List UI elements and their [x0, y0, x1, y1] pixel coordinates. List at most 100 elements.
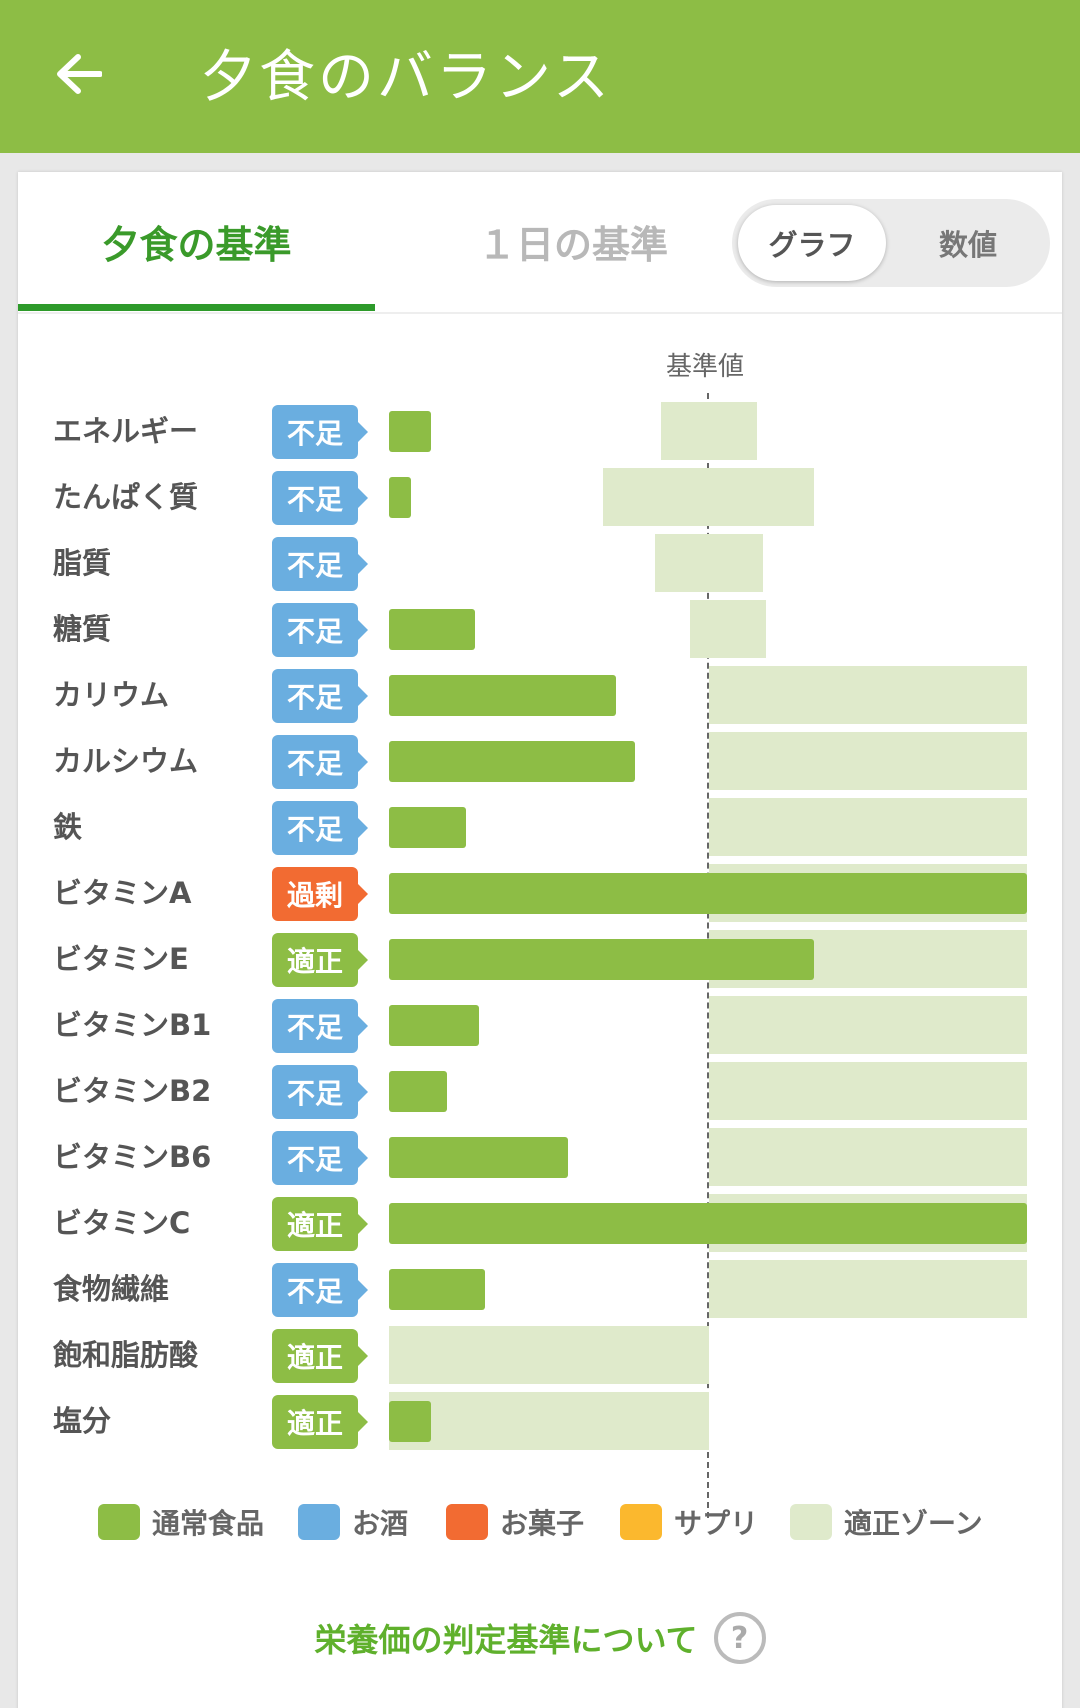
proper-zone	[709, 996, 1027, 1054]
intake-bar	[389, 873, 1027, 914]
nutrient-row: カルシウム 不足	[18, 728, 1062, 794]
intake-bar	[389, 1137, 569, 1178]
toggle-numeric-button[interactable]: 数値	[938, 228, 997, 262]
intake-bar	[389, 1401, 431, 1442]
view-toggle: グラフ 数値	[732, 199, 1050, 287]
legend-item-snacks: お菓子	[446, 1492, 584, 1552]
nutrient-row: ビタミンE 適正	[18, 926, 1062, 992]
nutrient-name: ビタミンB6	[53, 1140, 212, 1174]
nutrient-row: 鉄 不足	[18, 794, 1062, 860]
nutrient-name: たんぱく質	[53, 480, 199, 514]
nutrient-row: ビタミンB6 不足	[18, 1124, 1062, 1190]
nutrient-name: 食物繊維	[53, 1272, 170, 1306]
status-badge: 不足	[272, 669, 368, 723]
status-badge: 不足	[272, 537, 368, 591]
nutrient-row: たんぱく質 不足	[18, 464, 1062, 530]
status-badge: 適正	[272, 1329, 368, 1383]
legend-label: サプリ	[674, 1507, 759, 1540]
nutrient-row: ビタミンB1 不足	[18, 992, 1062, 1058]
nutrient-name: ビタミンC	[53, 1206, 191, 1240]
status-badge: 適正	[272, 933, 368, 987]
intake-bar	[389, 741, 636, 782]
nutrient-row: カリウム 不足	[18, 662, 1062, 728]
status-badge: 不足	[272, 1065, 368, 1119]
question-circle-icon[interactable]: ?	[713, 1612, 766, 1664]
status-badge: 不足	[272, 1131, 368, 1185]
intake-bar	[389, 675, 617, 716]
nutrient-row: エネルギー 不足	[18, 398, 1062, 464]
nutrient-row: ビタミンB2 不足	[18, 1058, 1062, 1124]
tab-dinner-standard[interactable]: 夕食の基準	[101, 222, 292, 267]
status-badge: 不足	[272, 801, 368, 855]
proper-zone	[389, 1326, 709, 1384]
legend: 通常食品 お酒 お菓子 サプリ 適正ゾーン	[18, 1492, 1062, 1552]
tab-divider	[18, 312, 1062, 314]
legend-swatch	[790, 1504, 832, 1540]
nutrient-row: 塩分 適正	[18, 1388, 1062, 1454]
legend-swatch	[620, 1504, 662, 1540]
back-button[interactable]	[48, 40, 110, 112]
criteria-link-label[interactable]: 栄養価の判定基準について	[314, 1621, 698, 1659]
status-badge: 不足	[272, 1263, 368, 1317]
intake-bar	[389, 807, 466, 848]
status-badge: 適正	[272, 1197, 368, 1251]
proper-zone	[654, 534, 764, 592]
legend-item-proper-zone: 適正ゾーン	[790, 1492, 983, 1552]
proper-zone	[389, 1392, 709, 1450]
criteria-link[interactable]: 栄養価の判定基準について ?	[18, 1596, 1062, 1680]
status-badge: 適正	[272, 1395, 368, 1449]
intake-bar	[389, 1203, 1027, 1244]
legend-item-supplement: サプリ	[620, 1492, 758, 1552]
nutrient-name: ビタミンE	[53, 942, 189, 976]
legend-label: お酒	[352, 1507, 409, 1540]
page-title: 夕食のバランス	[200, 45, 612, 110]
app-bar: 夕食のバランス	[0, 0, 1080, 153]
intake-bar	[389, 939, 814, 980]
nutrient-name: 飽和脂肪酸	[53, 1338, 199, 1372]
nutrient-name: 糖質	[53, 612, 112, 646]
nutrient-name: エネルギー	[53, 414, 199, 448]
proper-zone	[603, 468, 814, 526]
nutrient-row: 脂質 不足	[18, 530, 1062, 596]
tab-daily-standard[interactable]: １日の基準	[477, 222, 668, 267]
proper-zone	[709, 666, 1027, 724]
arrow-left-icon	[56, 54, 103, 98]
nutrient-name: ビタミンB2	[53, 1074, 212, 1108]
nutrient-name: カリウム	[53, 678, 170, 712]
proper-zone	[689, 600, 767, 658]
intake-bar	[389, 609, 476, 650]
status-badge: 不足	[272, 735, 368, 789]
status-badge: 不足	[272, 999, 368, 1053]
nutrient-row: ビタミンA 過剰	[18, 860, 1062, 926]
proper-zone	[709, 1260, 1027, 1318]
proper-zone	[709, 1128, 1027, 1186]
nutrient-name: カルシウム	[53, 744, 199, 778]
legend-item-normal-food: 通常食品	[98, 1492, 264, 1552]
intake-bar	[389, 1005, 479, 1046]
legend-swatch	[98, 1504, 140, 1540]
nutrient-name: 鉄	[53, 810, 83, 844]
nutrient-name: 塩分	[53, 1404, 112, 1438]
proper-zone	[709, 798, 1027, 856]
proper-zone	[709, 732, 1027, 790]
status-badge: 不足	[272, 405, 368, 459]
legend-item-alcohol: お酒	[298, 1492, 408, 1552]
status-badge: 過剰	[272, 867, 368, 921]
intake-bar	[389, 1269, 485, 1310]
proper-zone	[661, 402, 757, 460]
status-badge: 不足	[272, 603, 368, 657]
nutrition-balance-card: 夕食の基準 １日の基準 グラフ 数値 基準値 エネルギー 不足 たんぱく質 不足 脂質不…	[18, 172, 1062, 1708]
reference-value-label: 基準値	[666, 352, 745, 382]
status-badge: 不足	[272, 471, 368, 525]
intake-bar	[389, 477, 412, 518]
legend-swatch	[298, 1504, 340, 1540]
nutrient-row: 糖質 不足	[18, 596, 1062, 662]
legend-label: 適正ゾーン	[844, 1507, 983, 1540]
intake-bar	[389, 1071, 447, 1112]
legend-label: お菓子	[500, 1507, 585, 1540]
toggle-graph-button[interactable]: グラフ	[738, 205, 886, 281]
nutrient-row: 飽和脂肪酸 適正	[18, 1322, 1062, 1388]
nutrient-name: 脂質	[53, 546, 112, 580]
nutrient-row: 食物繊維 不足	[18, 1256, 1062, 1322]
nutrient-row: ビタミンC 適正	[18, 1190, 1062, 1256]
